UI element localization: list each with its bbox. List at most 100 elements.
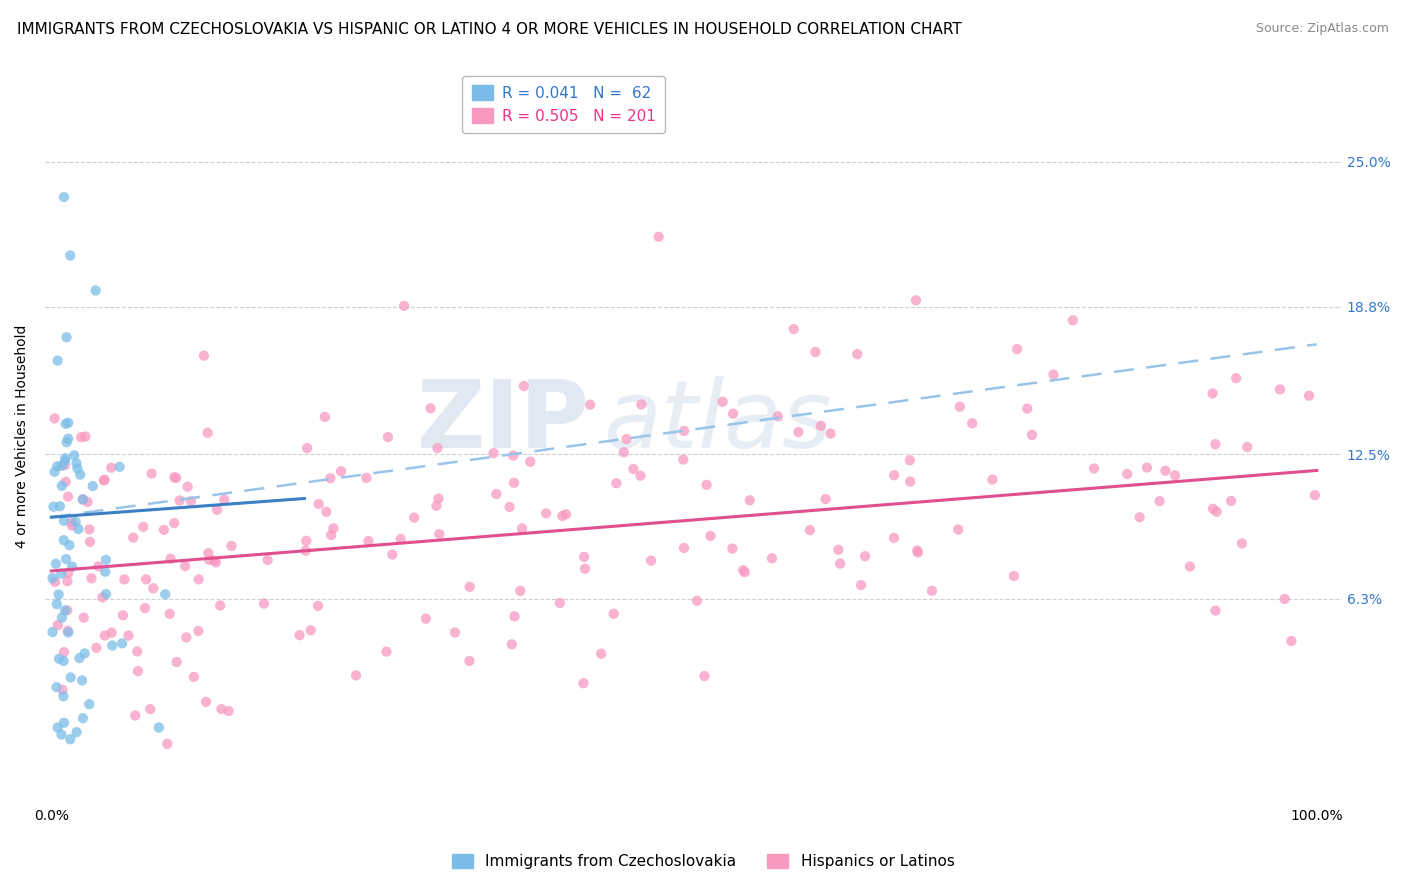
Point	[501, 637, 523, 651]
Point	[804, 345, 827, 359]
Point	[93, 474, 115, 488]
Point	[711, 394, 734, 409]
Point	[419, 401, 441, 416]
Point	[630, 468, 652, 483]
Point	[53, 603, 76, 617]
Y-axis label: 4 or more Vehicles in Household: 4 or more Vehicles in Household	[15, 325, 30, 549]
Point	[94, 628, 117, 642]
Point	[49, 500, 72, 514]
Point	[55, 552, 77, 566]
Point	[163, 470, 186, 484]
Point	[58, 625, 80, 640]
Point	[51, 566, 73, 581]
Point	[209, 599, 232, 613]
Point	[1017, 401, 1039, 416]
Point	[100, 625, 122, 640]
Point	[45, 597, 67, 611]
Point	[672, 452, 695, 467]
Point	[1083, 461, 1105, 475]
Point	[640, 553, 662, 567]
Point	[572, 676, 595, 690]
Point	[846, 347, 869, 361]
Point	[180, 494, 202, 508]
Text: ZIP: ZIP	[416, 376, 589, 467]
Point	[52, 690, 75, 704]
Point	[65, 725, 87, 739]
Point	[56, 416, 79, 430]
Point	[60, 559, 83, 574]
Point	[197, 425, 219, 440]
Point	[1062, 313, 1084, 327]
Legend: Immigrants from Czechoslovakia, Hispanics or Latinos: Immigrants from Czechoslovakia, Hispanic…	[446, 847, 960, 875]
Point	[962, 416, 984, 430]
Point	[67, 522, 90, 536]
Point	[42, 500, 65, 514]
Point	[56, 603, 79, 617]
Point	[197, 546, 219, 560]
Point	[212, 492, 235, 507]
Point	[905, 543, 928, 558]
Point	[814, 492, 837, 507]
Point	[183, 670, 205, 684]
Point	[134, 601, 156, 615]
Point	[53, 458, 76, 472]
Text: Source: ZipAtlas.com: Source: ZipAtlas.com	[1256, 22, 1389, 36]
Point	[53, 454, 76, 468]
Point	[389, 532, 412, 546]
Point	[288, 628, 311, 642]
Point	[66, 461, 89, 475]
Point	[1002, 569, 1025, 583]
Point	[1204, 437, 1226, 451]
Point	[142, 582, 165, 596]
Point	[344, 668, 367, 682]
Point	[921, 583, 943, 598]
Point	[621, 462, 644, 476]
Point	[51, 479, 73, 493]
Point	[72, 492, 94, 507]
Point	[135, 572, 157, 586]
Point	[209, 702, 232, 716]
Point	[82, 479, 104, 493]
Point	[193, 349, 215, 363]
Point	[73, 647, 96, 661]
Point	[87, 559, 110, 574]
Point	[392, 299, 415, 313]
Point	[1201, 386, 1223, 401]
Point	[295, 441, 318, 455]
Point	[534, 506, 557, 520]
Point	[56, 432, 79, 446]
Point	[52, 715, 75, 730]
Point	[574, 562, 596, 576]
Point	[48, 652, 70, 666]
Point	[75, 429, 97, 443]
Point	[41, 571, 63, 585]
Point	[45, 557, 67, 571]
Point	[510, 521, 533, 535]
Point	[738, 493, 761, 508]
Point	[827, 542, 849, 557]
Point	[294, 543, 316, 558]
Point	[555, 507, 578, 521]
Point	[1116, 467, 1139, 481]
Text: IMMIGRANTS FROM CZECHOSLOVAKIA VS HISPANIC OR LATINO 4 OR MORE VEHICLES IN HOUSE: IMMIGRANTS FROM CZECHOSLOVAKIA VS HISPAN…	[17, 22, 962, 37]
Point	[314, 409, 336, 424]
Point	[426, 441, 449, 455]
Point	[733, 563, 755, 577]
Point	[307, 599, 329, 613]
Point	[148, 721, 170, 735]
Point	[761, 551, 783, 566]
Point	[159, 551, 181, 566]
Point	[205, 503, 228, 517]
Point	[195, 695, 218, 709]
Point	[591, 647, 613, 661]
Point	[70, 673, 93, 688]
Point	[509, 583, 531, 598]
Point	[1149, 494, 1171, 508]
Point	[482, 446, 505, 460]
Point	[117, 629, 139, 643]
Point	[52, 190, 75, 204]
Point	[572, 549, 595, 564]
Point	[46, 459, 69, 474]
Point	[163, 516, 186, 530]
Point	[51, 610, 73, 624]
